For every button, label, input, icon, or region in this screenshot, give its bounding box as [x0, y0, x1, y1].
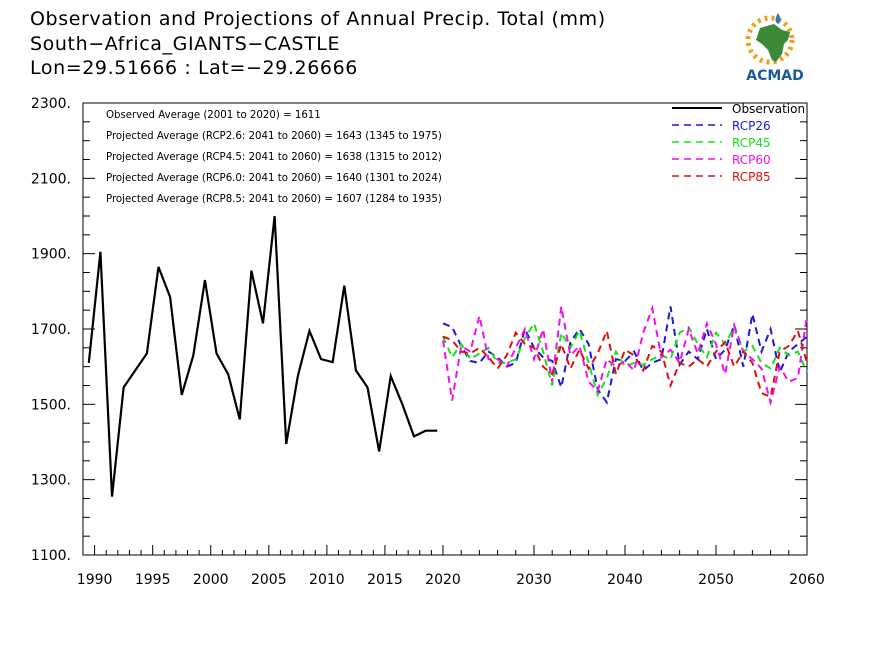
chart-title-line3: Lon=29.51666 : Lat=−29.26666 [30, 57, 358, 79]
annotation-line: Projected Average (RCP2.6: 2041 to 2060)… [106, 131, 442, 142]
sun-rays-icon [745, 15, 795, 65]
x-tick-label-proj: 2050 [698, 572, 734, 588]
x-tick-label: 1990 [77, 572, 113, 588]
y-tick-label: 1500. [31, 397, 71, 413]
series-rcp26 [442, 306, 808, 405]
legend-label: RCP85 [732, 170, 771, 184]
series-rcp45 [442, 320, 808, 398]
water-drop-icon [775, 13, 781, 24]
y-tick-label: 2300. [31, 96, 71, 112]
x-tick-label: 2010 [309, 572, 345, 588]
series-rcp60 [442, 304, 808, 407]
annotation-line: Observed Average (2001 to 2020) = 1611 [106, 110, 321, 121]
y-tick-label: 1900. [31, 247, 71, 263]
chart-title-line1: Observation and Projections of Annual Pr… [30, 8, 606, 30]
legend-label: RCP60 [732, 153, 771, 167]
x-tick-label: 2000 [193, 572, 229, 588]
series-rcp85 [442, 327, 808, 399]
chart-title-line2: South−Africa_GIANTS−CASTLE [30, 33, 341, 55]
plot-frame [82, 102, 808, 556]
x-tick-label-proj: 2040 [607, 572, 643, 588]
x-tick-label: 2015 [367, 572, 403, 588]
annotation-line: Projected Average (RCP4.5: 2041 to 2060)… [106, 152, 442, 163]
x-tick-label-proj: 2030 [516, 572, 552, 588]
logo-text: ACMAD [746, 68, 804, 84]
y-tick-label: 1100. [31, 548, 71, 564]
annotation-line: Projected Average (RCP6.0: 2041 to 2060)… [106, 173, 442, 184]
x-tick-label: 2020 [425, 572, 461, 588]
legend-label: RCP26 [732, 119, 771, 133]
legend-label: RCP45 [732, 136, 771, 150]
africa-map-icon [756, 24, 790, 62]
x-tick-label: 2005 [251, 572, 287, 588]
acmad-logo: ACMAD [738, 10, 818, 85]
series-observation [87, 215, 438, 497]
annotation-line: Projected Average (RCP8.5: 2041 to 2060)… [106, 194, 442, 205]
y-tick-label: 2100. [31, 171, 71, 187]
y-tick-label: 1300. [31, 473, 71, 489]
legend-label: Observation [732, 102, 805, 116]
y-tick-label: 1700. [31, 322, 71, 338]
x-tick-label-proj: 2060 [789, 572, 825, 588]
x-tick-label: 1995 [135, 572, 171, 588]
